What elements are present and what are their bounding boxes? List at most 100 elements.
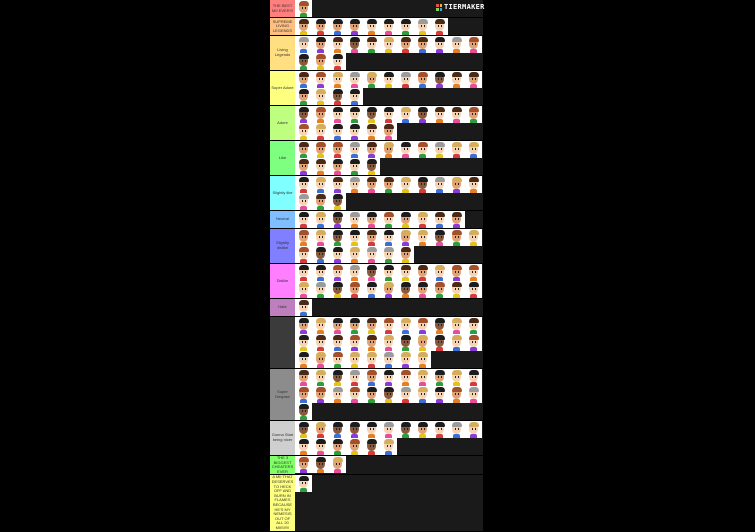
tier-items[interactable]	[295, 18, 483, 35]
mii-avatar[interactable]	[312, 456, 329, 473]
mii-avatar[interactable]	[465, 369, 482, 386]
mii-avatar[interactable]	[346, 18, 363, 35]
mii-avatar[interactable]	[380, 211, 397, 228]
mii-avatar[interactable]	[414, 369, 431, 386]
mii-avatar[interactable]	[295, 71, 312, 88]
mii-avatar[interactable]	[346, 351, 363, 368]
mii-avatar[interactable]	[397, 281, 414, 298]
mii-avatar[interactable]	[414, 386, 431, 403]
mii-avatar[interactable]	[346, 176, 363, 193]
tier-label[interactable]: Super Adore	[270, 71, 295, 105]
mii-avatar[interactable]	[363, 264, 380, 281]
mii-avatar[interactable]	[312, 141, 329, 158]
mii-avatar[interactable]	[329, 386, 346, 403]
mii-avatar[interactable]	[295, 369, 312, 386]
tier-label[interactable]: Super Despise	[270, 369, 295, 420]
mii-avatar[interactable]	[397, 229, 414, 246]
mii-avatar[interactable]	[346, 141, 363, 158]
mii-avatar[interactable]	[465, 317, 482, 334]
mii-avatar[interactable]	[346, 281, 363, 298]
mii-avatar[interactable]	[312, 334, 329, 351]
mii-avatar[interactable]	[465, 176, 482, 193]
mii-avatar[interactable]	[431, 211, 448, 228]
mii-avatar[interactable]	[363, 106, 380, 123]
mii-avatar[interactable]	[295, 53, 312, 70]
mii-avatar[interactable]	[346, 264, 363, 281]
mii-avatar[interactable]	[414, 351, 431, 368]
tier-label[interactable]: SUPREME LIVING LEGENDS	[270, 18, 295, 35]
mii-avatar[interactable]	[312, 369, 329, 386]
mii-avatar[interactable]	[295, 456, 312, 473]
mii-avatar[interactable]	[431, 386, 448, 403]
mii-avatar[interactable]	[295, 438, 312, 455]
mii-avatar[interactable]	[312, 193, 329, 210]
mii-avatar[interactable]	[380, 281, 397, 298]
mii-avatar[interactable]	[448, 229, 465, 246]
mii-avatar[interactable]	[431, 229, 448, 246]
tier-label[interactable]: Gonna Start being nicer	[270, 421, 295, 455]
mii-avatar[interactable]	[329, 229, 346, 246]
mii-avatar[interactable]	[397, 334, 414, 351]
mii-avatar[interactable]	[363, 211, 380, 228]
mii-avatar[interactable]	[329, 71, 346, 88]
mii-avatar[interactable]	[346, 211, 363, 228]
mii-avatar[interactable]	[346, 369, 363, 386]
mii-avatar[interactable]	[295, 158, 312, 175]
tier-label[interactable]: Neutral	[270, 211, 295, 228]
mii-avatar[interactable]	[380, 36, 397, 53]
tier-items[interactable]	[295, 36, 483, 70]
mii-avatar[interactable]	[465, 71, 482, 88]
mii-avatar[interactable]	[295, 403, 312, 420]
mii-avatar[interactable]	[414, 176, 431, 193]
mii-avatar[interactable]	[431, 176, 448, 193]
mii-avatar[interactable]	[397, 351, 414, 368]
mii-avatar[interactable]	[380, 246, 397, 263]
mii-avatar[interactable]	[414, 421, 431, 438]
mii-avatar[interactable]	[380, 18, 397, 35]
mii-avatar[interactable]	[312, 53, 329, 70]
mii-avatar[interactable]	[363, 71, 380, 88]
tier-label[interactable]: THE 3 BIGGEST CHEATERS EVER	[270, 455, 295, 475]
mii-avatar[interactable]	[346, 123, 363, 140]
mii-avatar[interactable]	[448, 264, 465, 281]
mii-avatar[interactable]	[295, 211, 312, 228]
mii-avatar[interactable]	[295, 141, 312, 158]
mii-avatar[interactable]	[363, 141, 380, 158]
mii-avatar[interactable]	[329, 88, 346, 105]
mii-avatar[interactable]	[295, 0, 312, 17]
tier-items[interactable]	[295, 369, 483, 420]
mii-avatar[interactable]	[312, 264, 329, 281]
mii-avatar[interactable]	[380, 141, 397, 158]
mii-avatar[interactable]	[329, 106, 346, 123]
mii-avatar[interactable]	[329, 281, 346, 298]
mii-avatar[interactable]	[363, 369, 380, 386]
mii-avatar[interactable]	[431, 281, 448, 298]
mii-avatar[interactable]	[295, 317, 312, 334]
mii-avatar[interactable]	[380, 334, 397, 351]
mii-avatar[interactable]	[380, 71, 397, 88]
mii-avatar[interactable]	[448, 369, 465, 386]
mii-avatar[interactable]	[295, 18, 312, 35]
mii-avatar[interactable]	[312, 246, 329, 263]
tier-items[interactable]	[295, 211, 483, 228]
mii-avatar[interactable]	[312, 18, 329, 35]
mii-avatar[interactable]	[431, 334, 448, 351]
mii-avatar[interactable]	[397, 369, 414, 386]
mii-avatar[interactable]	[448, 281, 465, 298]
mii-avatar[interactable]	[346, 246, 363, 263]
mii-avatar[interactable]	[295, 421, 312, 438]
mii-avatar[interactable]	[295, 193, 312, 210]
tier-items[interactable]	[295, 456, 483, 475]
mii-avatar[interactable]	[397, 211, 414, 228]
tier-items[interactable]	[295, 106, 483, 140]
mii-avatar[interactable]	[397, 264, 414, 281]
mii-avatar[interactable]	[397, 18, 414, 35]
mii-avatar[interactable]	[329, 53, 346, 70]
mii-avatar[interactable]	[465, 106, 482, 123]
mii-avatar[interactable]	[397, 421, 414, 438]
mii-avatar[interactable]	[414, 229, 431, 246]
mii-avatar[interactable]	[448, 317, 465, 334]
mii-avatar[interactable]	[380, 123, 397, 140]
mii-avatar[interactable]	[397, 246, 414, 263]
mii-avatar[interactable]	[295, 351, 312, 368]
